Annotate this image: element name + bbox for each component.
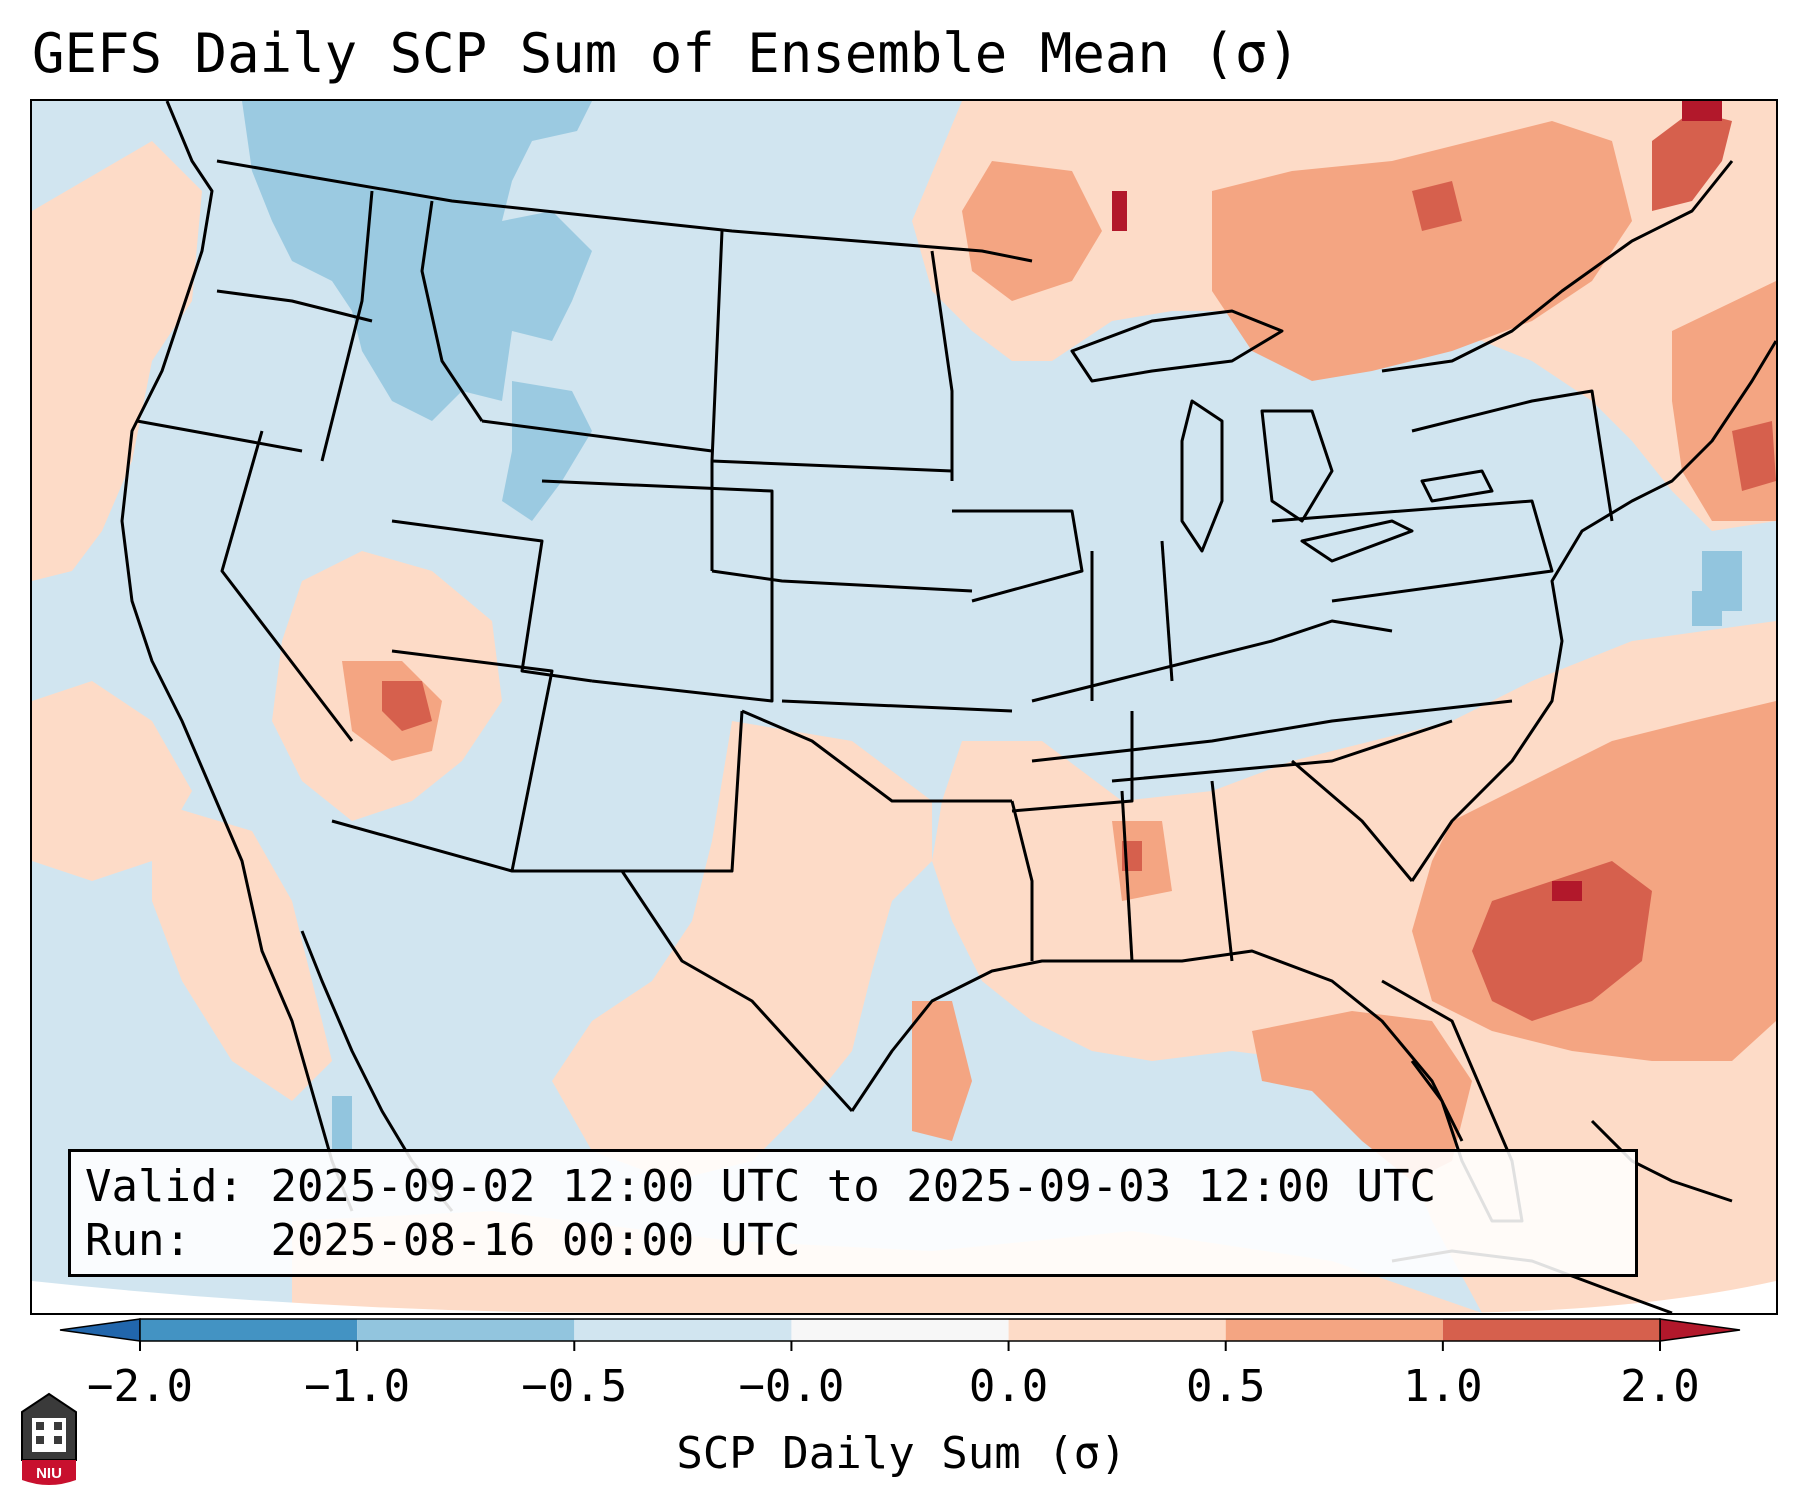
anomaly-patch-pacific-coast — [32, 141, 202, 581]
border-ky-tn — [1031, 699, 1513, 763]
colorbar-tick-label: −2.0 — [87, 1361, 193, 1412]
border-tx-la — [1010, 800, 1034, 961]
border-pa — [1271, 499, 1554, 603]
border-canada-east — [1381, 160, 1734, 373]
colorbar-extend-max — [1659, 1318, 1741, 1342]
border-mt-wy — [481, 419, 713, 453]
anomaly-field — [32, 101, 1776, 1313]
lake-huron — [1260, 409, 1334, 523]
colorbar-outline — [139, 1318, 1661, 1342]
anomaly-patch-atlantic-core — [1472, 861, 1652, 1021]
border-al-ga — [1210, 780, 1234, 962]
anomaly-patch-four-corners-core — [382, 681, 432, 731]
bahamas — [1590, 1119, 1733, 1203]
border-nv — [220, 430, 354, 742]
border-ut — [391, 519, 593, 683]
border-id-mt — [420, 200, 484, 422]
colorbar-label: SCP Daily Sum (σ) — [676, 1428, 1127, 1479]
colorbar-ticks: −2.0 −1.0 −0.5 −0.0 0.0 0.5 1.0 2.0 — [87, 1341, 1700, 1412]
border-ne-ks — [711, 569, 973, 593]
border-tx-ok — [741, 709, 1012, 803]
colorbar-tick-label: −1.0 — [304, 1361, 410, 1412]
anomaly-patch-texas — [912, 1001, 972, 1141]
border-or-ca — [136, 419, 303, 453]
anomaly-patch-wyoming — [502, 381, 592, 521]
run-value: 2025-08-16 00:00 UTC — [270, 1215, 801, 1266]
colorbar-bin — [1225, 1319, 1443, 1341]
anomaly-patch-ontario-core — [1412, 181, 1462, 231]
border-tn-nc — [1111, 719, 1453, 783]
border-nd-sd — [710, 230, 724, 571]
anomaly-patch-ontario — [1212, 121, 1632, 381]
border-idaho — [320, 190, 374, 462]
colorbar-bin — [140, 1319, 358, 1341]
run-line: Run: 2025-08-16 00:00 UTC — [85, 1214, 1621, 1268]
border-ny — [1411, 389, 1614, 522]
anomaly-map — [32, 101, 1776, 1313]
border-ia-mo — [952, 509, 1084, 603]
colorbar-tick-label: −0.5 — [521, 1361, 627, 1412]
lake-ontario — [1420, 469, 1494, 503]
projection-edge — [32, 1281, 632, 1313]
anomaly-patch-southern-plains — [552, 721, 932, 1181]
anomaly-patch-maine-core — [1732, 421, 1776, 491]
colorbar: −2.0 −1.0 −0.5 −0.0 0.0 0.5 1.0 2.0 — [59, 1318, 1741, 1412]
border-wa-or — [216, 289, 373, 323]
valid-line: Valid: 2025-09-02 12:00 UTC to 2025-09-0… — [85, 1160, 1621, 1214]
map-panel: Valid: 2025-09-02 12:00 UTC to 2025-09-0… — [30, 99, 1778, 1315]
valid-value: 2025-09-02 12:00 UTC to 2025-09-03 12:00… — [270, 1161, 1437, 1212]
lake-erie — [1300, 519, 1414, 563]
border-mexico — [331, 819, 854, 1113]
anomaly-patch-atlantic-blue — [1692, 551, 1742, 626]
colorbar-bin — [1442, 1319, 1660, 1341]
niu-logo: NIU — [21, 1392, 77, 1485]
anomaly-patch-northern-rockies — [242, 101, 592, 421]
anomaly-patch-superior — [962, 161, 1102, 301]
east-coast — [1410, 340, 1776, 882]
anomaly-patch-southwest-mexico — [152, 801, 332, 1101]
lake-michigan — [1180, 399, 1224, 553]
colorbar-tick-label: −0.0 — [738, 1361, 844, 1412]
coastline-west — [120, 101, 354, 1212]
anomaly-patch-quebec — [1652, 111, 1732, 211]
colorbar-extend-min — [59, 1318, 141, 1342]
colorbar-bins — [59, 1318, 1741, 1342]
logo-text: NIU — [36, 1465, 62, 1482]
border-ga-sc — [1291, 759, 1414, 882]
colorbar-tick-label: 0.5 — [1186, 1361, 1265, 1412]
colorbar-tick-label: 0.0 — [969, 1361, 1048, 1412]
anomaly-patch-superior-core — [1112, 191, 1127, 231]
border-canada-west — [216, 159, 1033, 263]
border-ar — [1011, 711, 1134, 813]
border-in-oh — [1160, 540, 1174, 682]
run-label: Run: — [85, 1215, 191, 1266]
border-mn — [930, 250, 954, 481]
colorbar-bin — [791, 1319, 1009, 1341]
border-sd-ne — [711, 459, 953, 473]
colorbar-tick-label: 1.0 — [1403, 1361, 1482, 1412]
anomaly-patch-mexico-blue — [332, 1096, 352, 1151]
colorbar-tick-label: 2.0 — [1620, 1361, 1699, 1412]
border-co — [541, 479, 774, 703]
valid-label: Valid: — [85, 1161, 244, 1212]
border-ks-ok — [781, 699, 1013, 713]
anomaly-patch-gulf-coast — [1252, 1011, 1472, 1181]
projection-edge-right — [1432, 1281, 1776, 1313]
colorbar-bin — [357, 1319, 575, 1341]
anomaly-patch-atlantic-max — [1552, 881, 1582, 901]
colorbar-bin — [1008, 1319, 1226, 1341]
border-az-nm — [391, 649, 554, 872]
lake-superior — [1070, 309, 1284, 383]
colorbar-bin — [574, 1319, 792, 1341]
map-boundaries — [120, 101, 1776, 1313]
border-ms-al — [1120, 790, 1134, 962]
border-oh-river — [1031, 619, 1393, 703]
anomaly-patch-quebec-max — [1682, 101, 1722, 121]
info-box: Valid: 2025-09-02 12:00 UTC to 2025-09-0… — [68, 1149, 1638, 1277]
border-nm-tx — [622, 710, 744, 873]
chart-title: GEFS Daily SCP Sum of Ensemble Mean (σ) — [32, 22, 1300, 85]
gulf-coast — [850, 949, 1464, 1142]
